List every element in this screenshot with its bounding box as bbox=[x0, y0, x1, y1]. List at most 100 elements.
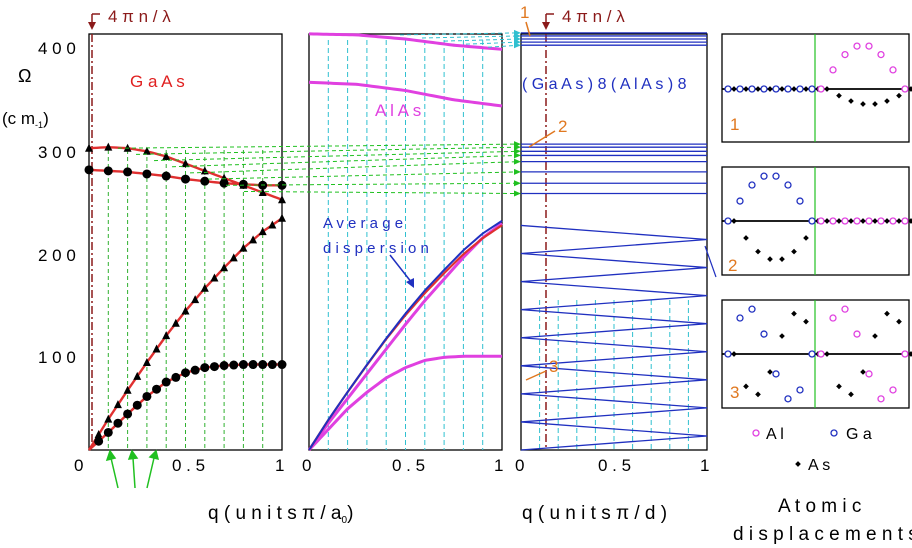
gaas-circle-point bbox=[277, 360, 287, 370]
as-atom bbox=[860, 101, 866, 107]
gaas-circle-point bbox=[209, 362, 219, 372]
alas-branch-0 bbox=[308, 32, 503, 51]
sl-label-2: 2 bbox=[558, 117, 567, 136]
displacements-title-2: d i s p l a c e m e n t s bbox=[733, 524, 912, 545]
ga-atom bbox=[772, 370, 780, 378]
as-atom bbox=[824, 86, 830, 92]
alas-x-1: 1 bbox=[494, 456, 503, 475]
ga-atom bbox=[736, 197, 744, 205]
al-atom bbox=[829, 66, 837, 74]
fold-arrow-green bbox=[135, 146, 520, 155]
fold-arrow-green bbox=[117, 143, 520, 149]
legend-as-marker bbox=[795, 461, 801, 467]
as-atom bbox=[731, 86, 737, 92]
gaas-triangle-point bbox=[113, 400, 122, 409]
gaas-triangle-point bbox=[278, 195, 286, 204]
y-tick-labels: 4 0 0 3 0 0 2 0 0 1 0 0 bbox=[38, 39, 76, 367]
alas-branch-3 bbox=[307, 354, 502, 452]
as-atom bbox=[848, 98, 854, 104]
al-atom bbox=[877, 395, 885, 403]
sl-x-1: 1 bbox=[700, 456, 709, 475]
gaas-triangle-point bbox=[181, 306, 190, 315]
legend-al-marker bbox=[752, 429, 760, 437]
ga-atom bbox=[736, 85, 744, 93]
gaas-circle-point bbox=[103, 166, 113, 176]
al-atom bbox=[877, 50, 885, 59]
ga-atom bbox=[784, 85, 792, 93]
as-atom bbox=[803, 318, 809, 325]
gaas-triangle-point bbox=[191, 295, 200, 304]
displacement-points bbox=[722, 34, 912, 408]
gaas-x-1: 1 bbox=[275, 456, 284, 475]
superlattice-chart bbox=[520, 32, 708, 451]
ga-atom bbox=[808, 350, 816, 358]
ga-atom bbox=[796, 197, 804, 205]
ga-atom bbox=[784, 395, 792, 403]
fold-arrow-cyan bbox=[487, 44, 520, 48]
gaas-circle-point bbox=[181, 368, 190, 378]
gaas-circle-point bbox=[219, 178, 229, 188]
al-atom bbox=[865, 42, 873, 50]
fold-arrowhead-green bbox=[514, 148, 521, 155]
xlabel-bulk: q ( u n i t s π / a0) bbox=[208, 503, 353, 526]
al-atom bbox=[865, 370, 873, 378]
fold-arrow-green bbox=[207, 171, 520, 180]
gaas-triangle-point bbox=[278, 213, 286, 222]
ga-atom bbox=[748, 85, 756, 93]
gaas-circle-point bbox=[94, 436, 104, 446]
marker-gaas: 4 π n / λ bbox=[88, 7, 171, 30]
as-atom bbox=[779, 86, 785, 92]
displacements-title-1: A t o m i c bbox=[778, 496, 861, 517]
fold-arrow-cyan bbox=[421, 35, 520, 39]
y-tick-100: 1 0 0 bbox=[38, 348, 76, 367]
as-atom bbox=[743, 235, 749, 241]
gaas-circle-point bbox=[152, 384, 162, 394]
gaas-circle-point bbox=[200, 176, 210, 186]
al-atom bbox=[829, 217, 837, 225]
fold-arrowhead-green bbox=[514, 144, 521, 151]
gaas-circle-point bbox=[277, 180, 287, 190]
gaas-triangle-point bbox=[239, 243, 248, 252]
as-atom bbox=[779, 333, 785, 339]
as-atom bbox=[791, 310, 797, 317]
alas-title: A l A s bbox=[375, 101, 421, 120]
disp-label-2: 2 bbox=[728, 256, 737, 275]
ga-atom bbox=[772, 85, 780, 93]
al-atom bbox=[829, 314, 837, 322]
average-label-1: A v e r a g e bbox=[323, 215, 403, 232]
as-atom bbox=[731, 351, 737, 357]
ga-atom bbox=[784, 181, 792, 189]
as-atom bbox=[743, 383, 749, 390]
fold-arrow-green bbox=[189, 161, 520, 174]
superlattice-title: ( G a A s ) 8 ( A l A s ) 8 bbox=[522, 76, 687, 93]
x-tick-labels: 0 0 . 5 1 0 0 . 5 1 0 0 . 5 1 bbox=[74, 456, 709, 475]
al-atom bbox=[841, 50, 849, 59]
as-atom bbox=[791, 86, 797, 92]
legend-as: A s bbox=[808, 457, 830, 474]
gaas-circle-point bbox=[200, 363, 210, 373]
legend-ga: G a bbox=[846, 426, 872, 443]
ga-atom bbox=[724, 217, 732, 225]
as-atom bbox=[908, 86, 912, 92]
gaas-triangle-point bbox=[249, 235, 258, 244]
gaas-circle-point bbox=[267, 360, 277, 370]
as-atom bbox=[908, 351, 912, 357]
disp-label-1: 1 bbox=[730, 115, 739, 134]
gaas-triangle-point bbox=[162, 331, 171, 340]
as-atom bbox=[767, 86, 773, 92]
gaas-circle-point bbox=[132, 400, 142, 410]
gaas-circle-point bbox=[142, 391, 152, 401]
ga-atom bbox=[796, 386, 804, 394]
sl-x-05: 0 . 5 bbox=[598, 456, 631, 475]
gaas-triangle-point bbox=[171, 318, 180, 327]
disp-2-pointer bbox=[704, 245, 717, 278]
al-atom bbox=[841, 217, 849, 225]
gaas-triangle-point bbox=[268, 220, 277, 229]
gaas-triangle-point bbox=[162, 151, 171, 160]
as-atom bbox=[860, 369, 866, 375]
marker-sl: 4 π n / λ bbox=[542, 7, 625, 30]
as-atom bbox=[848, 218, 854, 224]
al-atom bbox=[889, 386, 897, 394]
as-atom bbox=[884, 310, 890, 317]
